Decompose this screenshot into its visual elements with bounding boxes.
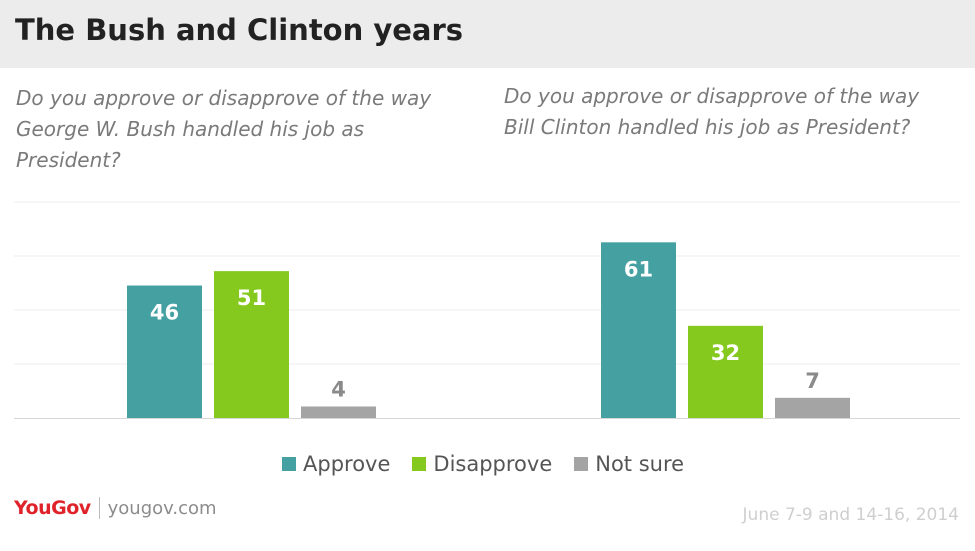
legend-swatch-approve xyxy=(282,457,296,471)
survey-date: June 7-9 and 14-16, 2014 xyxy=(742,505,959,525)
logo-wordmark: YouGov xyxy=(14,497,91,519)
bar-clinton-approve xyxy=(601,242,676,418)
legend-label-approve: Approve xyxy=(303,452,391,476)
bar-charts: 46 51 4 61 32 7 xyxy=(14,201,960,419)
data-label-clinton-approve: 61 xyxy=(624,257,653,281)
data-label-clinton-disapprove: 32 xyxy=(711,341,740,365)
bar-bush-disapprove xyxy=(214,271,289,418)
data-label-bush-not-sure: 4 xyxy=(331,377,346,401)
legend-item-approve: Approve xyxy=(282,452,390,476)
logo-divider xyxy=(98,497,100,519)
legend-label-not-sure: Not sure xyxy=(595,452,685,476)
page-title: The Bush and Clinton years xyxy=(15,13,464,47)
site-link[interactable]: yougov.com xyxy=(107,497,217,519)
bar-clinton-not-sure xyxy=(775,397,850,418)
question-clinton: Do you approve or disapprove of the way … xyxy=(504,84,920,139)
legend-item-not-sure: Not sure xyxy=(574,452,684,476)
bar-clinton-disapprove xyxy=(688,325,763,418)
data-label-clinton-not-sure: 7 xyxy=(805,369,820,393)
header-bar: The Bush and Clinton years xyxy=(0,0,975,68)
data-label-bush-disapprove: 51 xyxy=(237,286,266,310)
legend-label-disapprove: Disapprove xyxy=(433,452,553,476)
legend: Approve Disapprove Not sure xyxy=(282,452,706,476)
legend-swatch-disapprove xyxy=(412,457,427,471)
yougov-logo[interactable]: YouGov yougov.com xyxy=(14,497,217,519)
bar-bush-not-sure xyxy=(301,406,376,418)
legend-item-disapprove: Disapprove xyxy=(412,452,552,476)
question-bush: Do you approve or disapprove of the way … xyxy=(16,86,432,172)
data-label-bush-approve: 46 xyxy=(150,301,179,325)
legend-swatch-not-sure xyxy=(574,457,589,471)
bar-bush-approve xyxy=(127,285,202,418)
